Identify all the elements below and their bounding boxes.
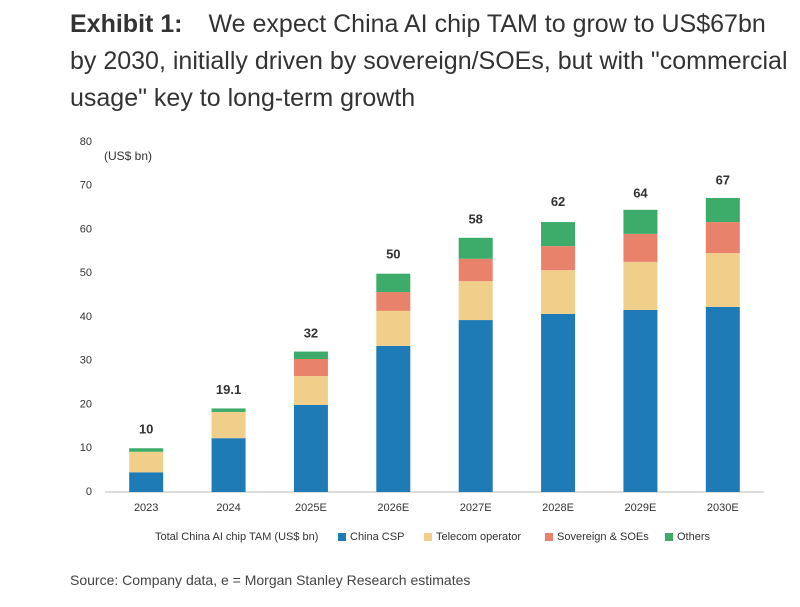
bar-segment bbox=[293, 351, 328, 359]
y-tick-label: 0 bbox=[86, 486, 92, 498]
bar-segment bbox=[376, 345, 411, 492]
total-label: 10 bbox=[139, 422, 153, 437]
source: Source: Company data, e = Morgan Stanley… bbox=[70, 572, 471, 588]
bar-segment bbox=[623, 233, 658, 262]
bar-segment bbox=[541, 313, 576, 492]
chart-title: Exhibit 1: We expect China AI chip TAM to… bbox=[70, 6, 790, 117]
bar-segment bbox=[376, 292, 411, 311]
y-unit-label: (US$ bn) bbox=[104, 149, 152, 163]
bar-segment bbox=[376, 273, 411, 293]
bar-segment bbox=[293, 376, 328, 405]
bar-segment bbox=[211, 411, 246, 439]
bar-segment bbox=[705, 253, 740, 307]
bar-segment bbox=[211, 408, 246, 412]
title-prefix: Exhibit 1: bbox=[70, 10, 183, 38]
total-label: 32 bbox=[304, 325, 318, 340]
bar-segment bbox=[458, 258, 493, 282]
bar-segment bbox=[541, 270, 576, 314]
bar-segment bbox=[705, 198, 740, 223]
legend-swatch bbox=[545, 533, 553, 541]
chart: (US$ bn) 0 10 20 30 40 50 60 70 80 10 2023 19.1 2024… bbox=[80, 136, 764, 543]
total-label: 50 bbox=[386, 247, 400, 262]
y-tick-label: 40 bbox=[80, 311, 92, 323]
y-tick-label: 60 bbox=[80, 223, 92, 235]
legend-swatch bbox=[665, 533, 673, 541]
bar-segment bbox=[705, 306, 740, 492]
y-tick-label: 10 bbox=[80, 442, 92, 454]
total-label: 67 bbox=[716, 172, 730, 187]
y-tick-label: 80 bbox=[80, 136, 92, 148]
legend-label: Telecom operator bbox=[436, 531, 521, 543]
legend-swatch bbox=[338, 533, 346, 541]
x-tick-label: 2028E bbox=[542, 502, 574, 514]
legend-label: Total China AI chip TAM (US$ bn) bbox=[155, 531, 318, 543]
total-label: 62 bbox=[551, 194, 565, 209]
y-tick-label: 30 bbox=[80, 355, 92, 367]
bar-segment bbox=[623, 261, 658, 310]
bar-segment bbox=[293, 359, 328, 377]
x-tick-label: 2027E bbox=[460, 502, 492, 514]
legend-label: Sovereign & SOEs bbox=[557, 531, 649, 543]
x-tick-label: 2029E bbox=[625, 502, 657, 514]
legend-label: China CSP bbox=[350, 531, 404, 543]
bar-segment bbox=[129, 472, 164, 492]
total-label: 58 bbox=[468, 212, 482, 227]
bar-segment bbox=[211, 438, 246, 492]
bar-segment bbox=[623, 209, 658, 234]
y-tick-label: 70 bbox=[80, 180, 92, 192]
x-tick-label: 2026E bbox=[377, 502, 409, 514]
bar-segment bbox=[293, 404, 328, 492]
total-label: 64 bbox=[633, 185, 648, 200]
y-tick-label: 50 bbox=[80, 267, 92, 279]
x-tick-label: 2030E bbox=[707, 502, 739, 514]
x-tick-label: 2023 bbox=[134, 502, 158, 514]
bar-segment bbox=[376, 310, 411, 346]
bar-segment bbox=[458, 237, 493, 259]
x-tick-label: 2025E bbox=[295, 502, 327, 514]
bar-segment bbox=[129, 451, 164, 473]
total-label: 19.1 bbox=[216, 382, 241, 397]
bar-segment bbox=[705, 222, 740, 254]
y-tick-label: 20 bbox=[80, 398, 92, 410]
bar-segment bbox=[129, 448, 164, 452]
x-tick-label: 2024 bbox=[216, 502, 240, 514]
bar-segment bbox=[541, 246, 576, 271]
title-text: We expect China AI chip TAM to grow to U… bbox=[70, 10, 788, 112]
bar-segment bbox=[458, 281, 493, 321]
bar-segment bbox=[541, 222, 576, 247]
bar-segment bbox=[623, 310, 658, 492]
bar-segment bbox=[458, 320, 493, 492]
legend-swatch bbox=[424, 533, 432, 541]
legend-label: Others bbox=[677, 531, 711, 543]
